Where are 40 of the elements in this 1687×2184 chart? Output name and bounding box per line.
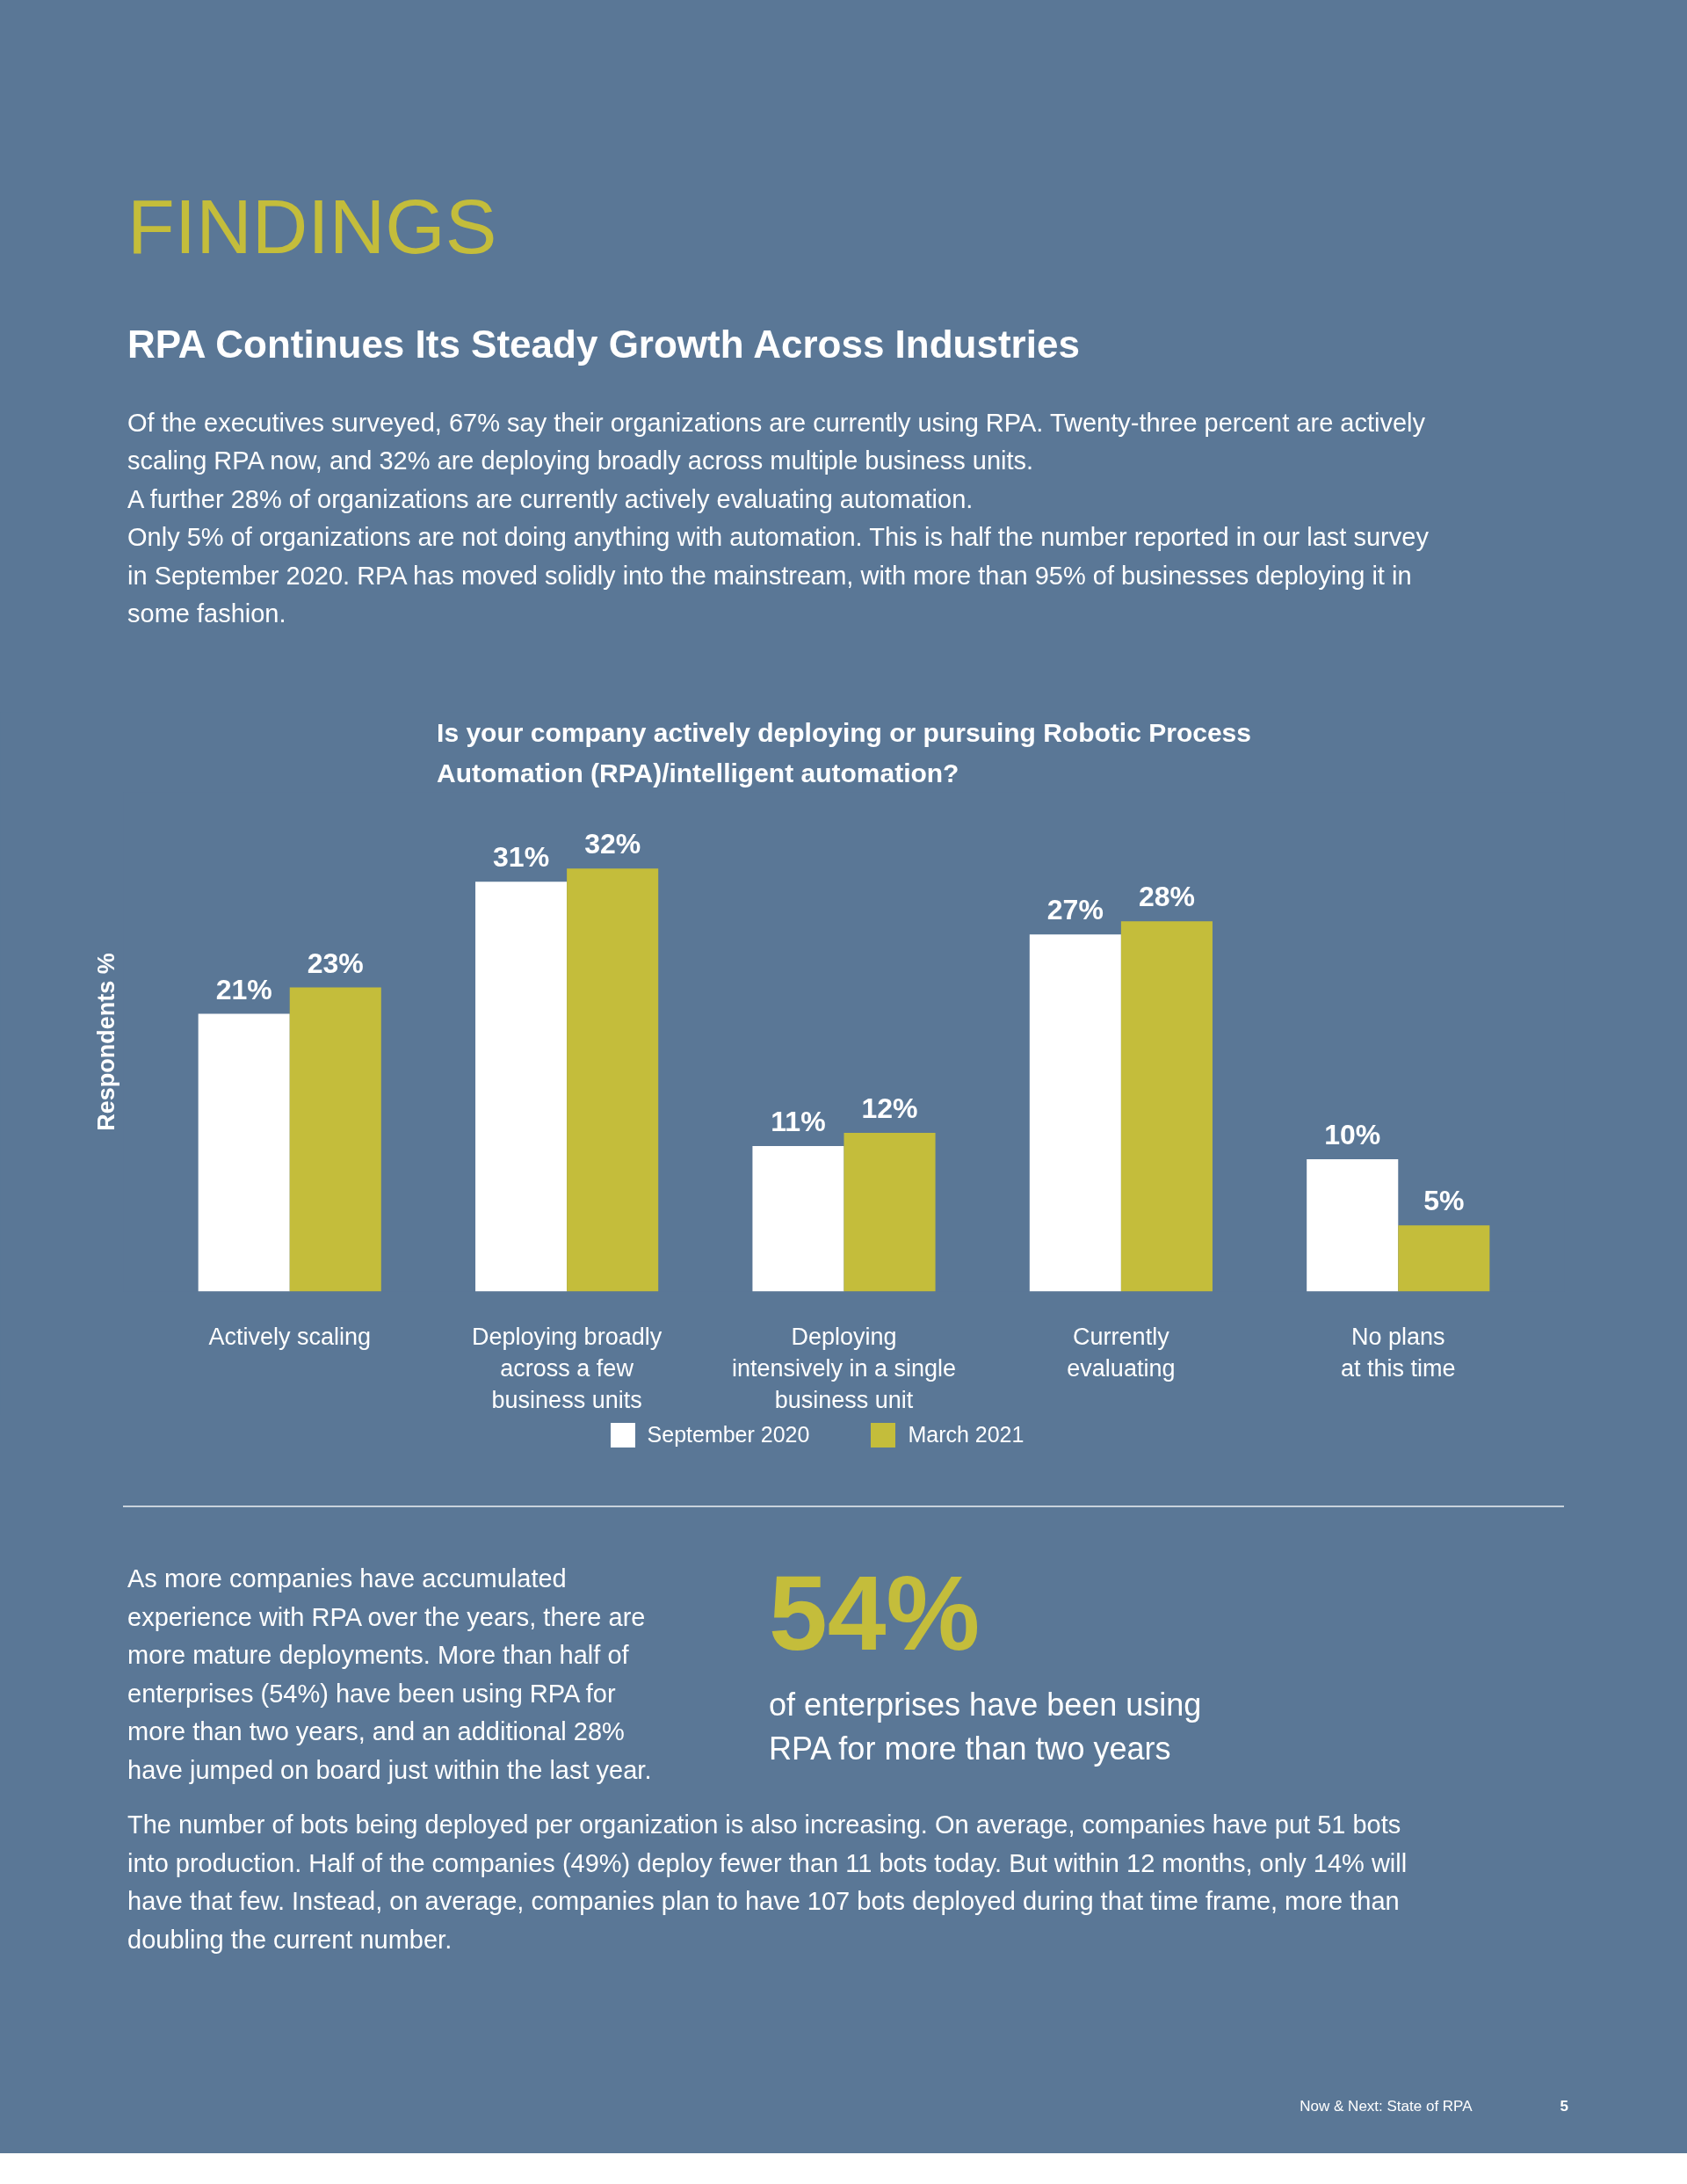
x-tick-label: No plans at this time xyxy=(1341,1323,1456,1382)
text: RPA Continues Its Steady Growth Across Industries xyxy=(127,321,1081,367)
legend-label: March 2021 xyxy=(908,1422,1025,1447)
bar xyxy=(1029,934,1121,1292)
text: As more companies have accumulated experience with RPA over the years, there are more mature deployments. More than half of enterprises (54%) have been using RPA for more than two years, and an additional 28% have jumped on board just within the last year. xyxy=(127,1564,653,1786)
text: Only 5% of organizations are not doing anything with automation. This is half the number reported in our last survey in September 2020. RPA has moved solidly into the mainstream, with more than 95% of businesses deploying it in some fashion. xyxy=(127,522,1430,630)
bar xyxy=(198,1013,290,1292)
y-axis-title: Respondents % xyxy=(92,953,119,1131)
text: FINDINGS xyxy=(127,182,498,272)
bar xyxy=(1307,1159,1399,1292)
text: Of the executives surveyed, 67% say their organizations are currently using RPA. Twenty-three percent are actively scaling RPA now, and 32% are deploying broadly across multiple business units. xyxy=(127,407,1427,477)
bar xyxy=(567,868,659,1292)
text: Now & Next: State of RPA xyxy=(1300,2098,1473,2115)
data-label: 32% xyxy=(584,828,641,860)
data-label: 12% xyxy=(861,1092,918,1124)
text: A further 28% of organizations are currently actively evaluating automation. xyxy=(127,483,974,515)
bar xyxy=(475,882,568,1292)
x-tick-label: Deploying intensively in a single business unit xyxy=(731,1323,957,1413)
bar xyxy=(844,1132,936,1292)
data-label: 11% xyxy=(771,1106,826,1138)
x-tick-label: Currently evaluating xyxy=(1067,1323,1176,1382)
data-label: 21% xyxy=(215,973,272,1005)
bar xyxy=(1120,921,1213,1292)
data-label: 5% xyxy=(1423,1185,1465,1217)
text: 5 xyxy=(1560,2098,1568,2115)
bar xyxy=(289,987,381,1292)
bar xyxy=(752,1146,844,1292)
x-tick-label: Deploying broadly across a few business units xyxy=(472,1323,662,1413)
text: The number of bots being deployed per organization is also increasing. On average, companies have put 51 bots into production. Half of the companies (49%) deploy fewer than 11 bots today. But within 12 months, only 14% will have that few. Instead, on average, companies plan to have 107 bots deployed during that time frame, more than doubling the current number. xyxy=(127,1810,1408,1955)
text: of enterprises have been using RPA for more than two years xyxy=(769,1686,1203,1769)
legend-label: September 2020 xyxy=(647,1422,810,1447)
data-label: 23% xyxy=(307,947,364,979)
text: 54% xyxy=(769,1554,981,1672)
data-label: 31% xyxy=(493,841,550,874)
data-label: 27% xyxy=(1046,894,1104,926)
data-label: 10% xyxy=(1324,1119,1381,1151)
chart-title: Is your company actively deploying or pursuing Robotic Process Automation (RPA)/intelligent automation? xyxy=(437,718,1251,788)
x-tick-label: Actively scaling xyxy=(208,1323,372,1350)
bar xyxy=(1398,1225,1490,1292)
data-label: 28% xyxy=(1138,881,1195,913)
